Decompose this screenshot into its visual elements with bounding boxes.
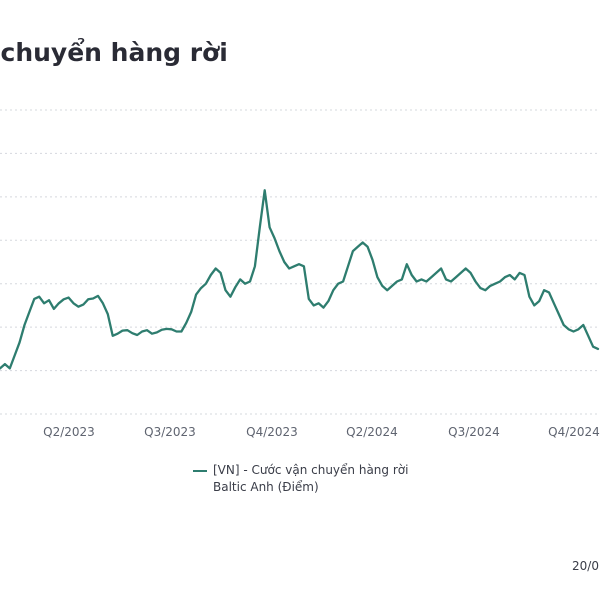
legend-swatch (193, 470, 207, 472)
series-lines (0, 189, 600, 370)
x-tick-label: Q4/2024 (548, 425, 600, 439)
footer-date: 20/0 (572, 559, 599, 573)
x-tick-label: Q3/2023 (144, 425, 196, 439)
legend-label: [VN] - Cước vận chuyển hàng rời Baltic A… (213, 463, 409, 494)
legend[interactable]: [VN] - Cước vận chuyển hàng rời Baltic A… (193, 462, 428, 496)
gridlines (0, 109, 600, 415)
series-line (0, 189, 600, 370)
x-tick-label: Q2/2023 (43, 425, 95, 439)
x-axis-tick-labels: Q2/2023 Q3/2023 Q4/2023 Q2/2024 Q3/2024 Q4/20… (43, 425, 600, 439)
x-tick-label: Q4/2023 (246, 425, 298, 439)
chart-title: n chuyển hàng rời (0, 38, 228, 67)
x-tick-label: Q3/2024 (448, 425, 500, 439)
x-tick-label: Q2/2024 (346, 425, 398, 439)
